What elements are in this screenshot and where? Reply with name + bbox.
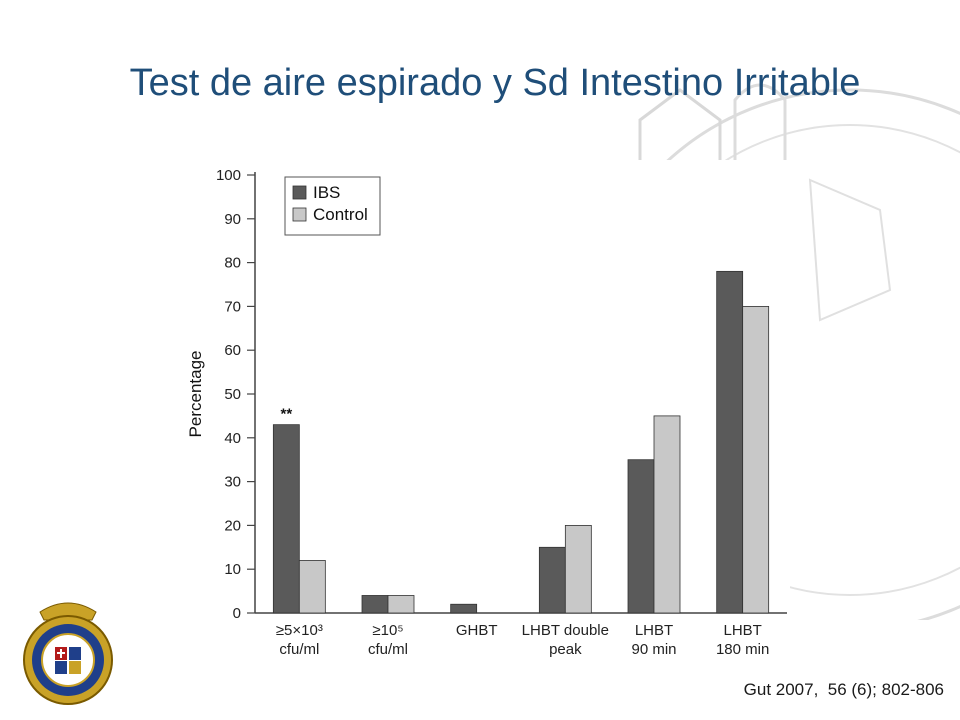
bar-control-4 (653, 415, 681, 614)
y-tick-label: 40 (224, 430, 241, 447)
significance-annotation: ** (280, 406, 292, 423)
category-label: cfu/ml (368, 641, 408, 658)
bar-ibs-5 (716, 270, 744, 614)
category-label: ≥5×10³ (276, 622, 323, 639)
bar-control-5 (742, 305, 770, 614)
bar-ibs-4 (627, 459, 655, 614)
legend-swatch-ibs (292, 185, 307, 200)
bar-ibs-0 (272, 424, 300, 614)
y-tick-label: 100 (216, 167, 241, 184)
category-label: LHBT (635, 622, 673, 639)
category-label: 180 min (716, 641, 769, 658)
legend-swatch-control (292, 207, 307, 222)
category-label: 90 min (631, 641, 676, 658)
bar-chart: 0 10 20 30 40 50 60 70 80 90 100 Percentage ≥5×10³ cf… (186, 167, 787, 658)
y-tick-label: 50 (224, 386, 241, 403)
bar-ibs-1 (361, 595, 389, 614)
bar-control-3 (564, 524, 592, 614)
bar-control-1 (387, 595, 415, 614)
legend-label-control: Control (313, 205, 368, 224)
category-label: LHBT (723, 622, 761, 639)
bar-ibs-3 (538, 546, 566, 614)
y-tick-label: 60 (224, 342, 241, 359)
y-tick-label: 80 (224, 255, 241, 272)
y-tick-label: 10 (224, 561, 241, 578)
bar-ibs-2 (450, 603, 478, 614)
category-label: ≥10⁵ (372, 622, 403, 639)
category-label: cfu/ml (279, 641, 319, 658)
y-axis-label: Percentage (186, 351, 205, 438)
category-label: LHBT double (522, 622, 609, 639)
bar-control-0 (298, 560, 326, 614)
legend-label-ibs: IBS (313, 183, 340, 202)
y-tick-label: 70 (224, 298, 241, 315)
category-label: peak (549, 641, 582, 658)
y-tick-label: 0 (233, 605, 241, 622)
y-tick-label: 20 (224, 517, 241, 534)
citation: Gut 2007, 56 (6); 802-806 (743, 680, 944, 699)
chart-panel: 0 10 20 30 40 50 60 70 80 90 100 Percentage ≥5×10³ cf… (170, 160, 790, 675)
y-tick-label: 30 (224, 474, 241, 491)
y-tick-label: 90 (224, 211, 241, 228)
slide-title: Test de aire espirado y Sd Intestino Irr… (129, 62, 861, 104)
university-crest-logo (23, 602, 113, 705)
category-label: GHBT (456, 622, 498, 639)
